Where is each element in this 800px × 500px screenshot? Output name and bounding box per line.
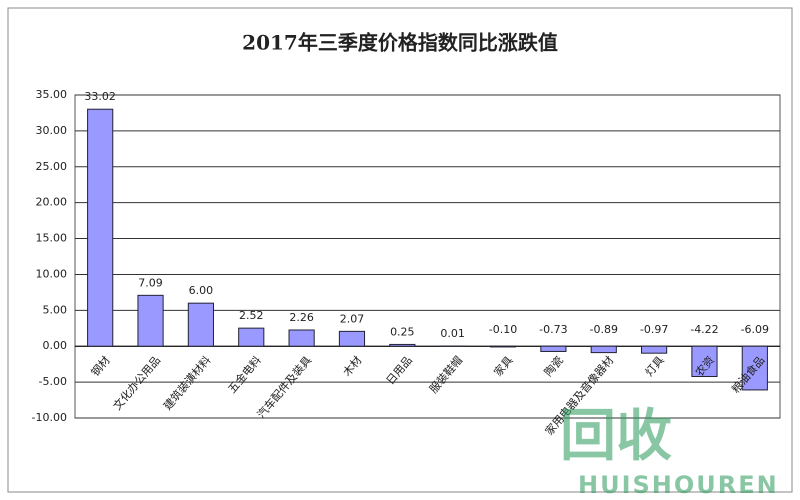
y-tick-label: 35.00 [36, 88, 68, 101]
chart-title: 2017年三季度价格指数同比涨跌值 [242, 31, 558, 55]
value-label: 6.00 [189, 284, 214, 297]
y-tick-label: 20.00 [36, 196, 68, 209]
bar [187, 302, 214, 347]
value-label: 2.26 [289, 311, 314, 324]
value-label: 2.07 [340, 312, 365, 325]
value-label: -0.10 [489, 323, 517, 336]
value-label: 7.09 [138, 276, 163, 289]
y-tick-label: 5.00 [43, 303, 68, 316]
bar [389, 343, 416, 347]
bar [338, 330, 366, 347]
bar [489, 345, 517, 348]
value-label: -0.97 [640, 323, 668, 336]
y-tick-label: 0.00 [43, 339, 68, 352]
value-label: 2.52 [239, 309, 264, 322]
value-label: -4.22 [690, 323, 718, 336]
bar [641, 345, 668, 354]
bar [691, 345, 718, 378]
y-tick-label: 10.00 [36, 267, 68, 280]
bar [238, 327, 265, 347]
bar [590, 345, 617, 354]
bar [741, 345, 768, 391]
bar [137, 294, 164, 347]
value-label: 0.25 [390, 325, 415, 338]
value-label: -0.89 [590, 323, 618, 336]
y-tick-label: -5.00 [39, 375, 67, 388]
bar [540, 345, 567, 352]
watermark-logo: 回收 [560, 404, 672, 469]
chart-border [7, 7, 793, 493]
y-tick-label: 25.00 [36, 160, 68, 173]
bar [288, 329, 315, 347]
y-tick-label: 15.00 [36, 232, 68, 245]
value-label: -6.09 [741, 323, 769, 336]
value-label: -0.73 [539, 323, 567, 336]
bar [87, 108, 114, 347]
value-label: 0.01 [440, 327, 465, 340]
y-tick-label: 30.00 [36, 124, 68, 137]
watermark-brand: HUISHOUREN [578, 471, 779, 499]
value-label: 33.02 [84, 90, 116, 103]
y-tick-label: -10.00 [32, 411, 67, 424]
